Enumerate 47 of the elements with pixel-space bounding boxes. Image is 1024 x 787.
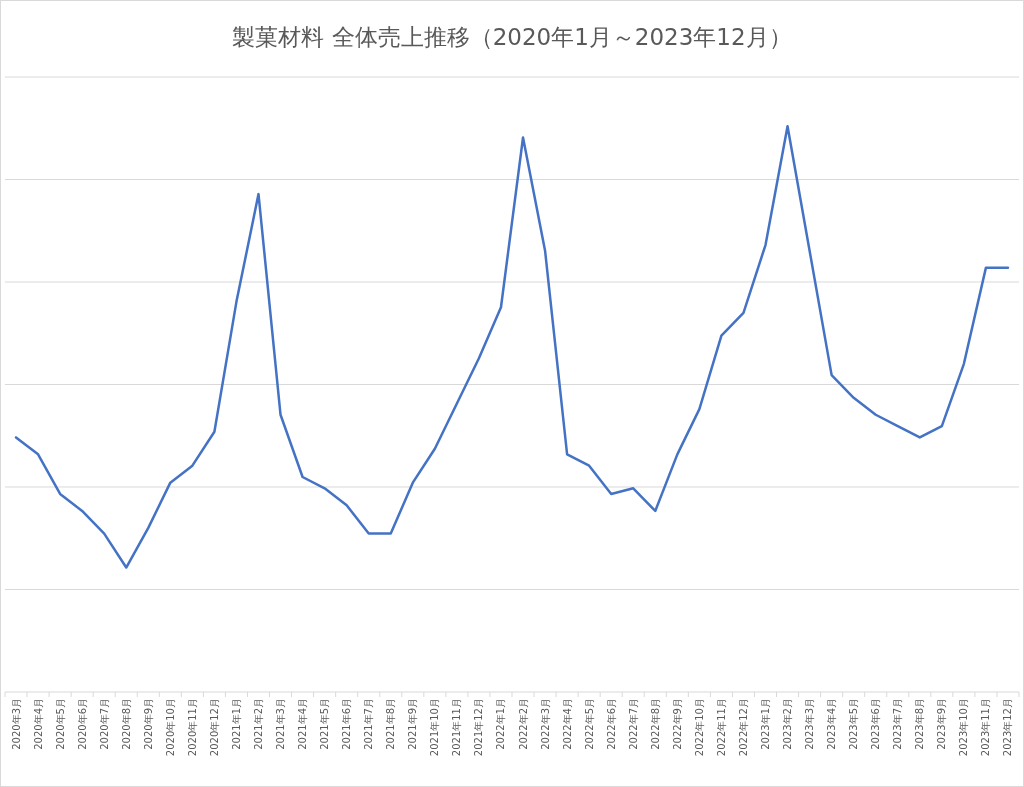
x-tick-label: 2020年11月 bbox=[186, 698, 198, 757]
x-tick-label: 2020年7月 bbox=[98, 698, 110, 750]
x-tick-label: 2022年8月 bbox=[649, 698, 661, 750]
x-tick-label: 2022年2月 bbox=[517, 698, 529, 750]
x-tick-label: 2022年10月 bbox=[693, 698, 705, 757]
x-tick-label: 2023年2月 bbox=[782, 698, 794, 750]
x-tick-label: 2020年3月 bbox=[10, 698, 22, 750]
x-tick-label: 2021年11月 bbox=[451, 698, 463, 757]
x-tick-label: 2023年4月 bbox=[826, 698, 838, 750]
x-tick-label: 2023年6月 bbox=[870, 698, 882, 750]
x-tick-label: 2023年9月 bbox=[936, 698, 948, 750]
x-tick-label: 2023年7月 bbox=[892, 698, 904, 750]
x-tick-label: 2021年12月 bbox=[473, 698, 485, 757]
x-tick-label: 2020年8月 bbox=[120, 698, 132, 750]
x-tick-label: 2023年3月 bbox=[804, 698, 816, 750]
x-tick-label: 2020年12月 bbox=[208, 698, 220, 757]
x-tick-label: 2020年4月 bbox=[32, 698, 44, 750]
x-tick-label: 2020年5月 bbox=[54, 698, 66, 750]
x-tick-label: 2021年3月 bbox=[275, 698, 287, 750]
x-tick-label: 2020年9月 bbox=[142, 698, 154, 750]
x-tick-label: 2021年1月 bbox=[230, 698, 242, 750]
x-tick-label: 2023年10月 bbox=[958, 698, 970, 757]
x-tick-label: 2022年3月 bbox=[539, 698, 551, 750]
x-tick-label: 2023年5月 bbox=[848, 698, 860, 750]
x-tick-label: 2022年4月 bbox=[561, 698, 573, 750]
x-tick-label: 2021年7月 bbox=[363, 698, 375, 750]
x-tick-label: 2021年9月 bbox=[407, 698, 419, 750]
x-tick-label: 2022年1月 bbox=[495, 698, 507, 750]
x-tick-label: 2023年11月 bbox=[980, 698, 992, 757]
x-tick-label: 2023年1月 bbox=[760, 698, 771, 750]
x-tick-label: 2021年6月 bbox=[341, 698, 353, 750]
chart-title: 製菓材料 全体売上推移（2020年1月～2023年12月） bbox=[232, 24, 792, 50]
x-tick-label: 2021年5月 bbox=[319, 698, 331, 750]
x-tick-label: 2022年7月 bbox=[627, 698, 639, 750]
x-tick-label: 2022年6月 bbox=[605, 698, 617, 750]
x-tick-label: 2021年4月 bbox=[297, 698, 309, 750]
x-tick-label: 2022年5月 bbox=[583, 698, 595, 750]
x-tick-label: 2022年9月 bbox=[671, 698, 683, 750]
x-tick-label: 2021年8月 bbox=[385, 698, 397, 750]
x-tick-label: 2022年12月 bbox=[737, 698, 749, 757]
x-tick-label: 2021年10月 bbox=[429, 698, 441, 757]
x-tick-label: 2023年8月 bbox=[914, 698, 926, 750]
x-tick-label: 2020年6月 bbox=[76, 698, 88, 750]
x-tick-label: 2023年12月 bbox=[1002, 698, 1014, 757]
x-tick-label: 2020年10月 bbox=[164, 698, 176, 757]
x-tick-label: 2021年2月 bbox=[253, 698, 264, 750]
x-tick-label: 2022年11月 bbox=[715, 698, 727, 757]
